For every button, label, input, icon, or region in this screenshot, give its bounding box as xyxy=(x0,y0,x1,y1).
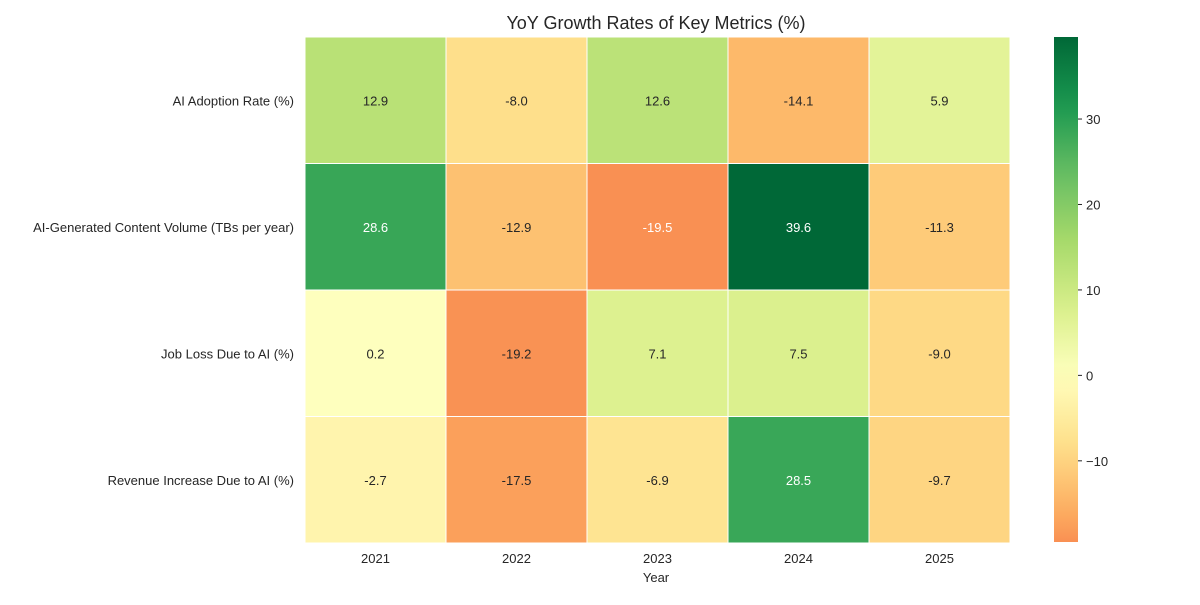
heatmap-cell xyxy=(304,36,447,164)
cell-value-label: 0.2 xyxy=(366,346,384,361)
cell-value-label: -17.5 xyxy=(502,473,532,488)
cell-value-label: -14.1 xyxy=(784,93,814,108)
heatmap-cell xyxy=(586,36,729,164)
cell-value-label: -19.2 xyxy=(502,346,532,361)
colorbar-gradient xyxy=(1054,37,1078,542)
colorbar-tick-label: 20 xyxy=(1086,197,1100,212)
heatmap-cell xyxy=(304,163,447,291)
heatmap-cell xyxy=(445,416,588,544)
heatmap-cell xyxy=(445,36,588,164)
x-axis-label: Year xyxy=(643,570,670,585)
cell-value-label: 7.5 xyxy=(789,346,807,361)
x-tick-label: 2021 xyxy=(361,551,390,566)
cell-value-label: -2.7 xyxy=(364,473,386,488)
cell-value-label: 28.6 xyxy=(363,220,388,235)
cell-value-label: -12.9 xyxy=(502,220,532,235)
colorbar-tick-label: 10 xyxy=(1086,283,1100,298)
heatmap-cell xyxy=(445,289,588,417)
colorbar-tick-label: −10 xyxy=(1086,454,1108,469)
cell-value-label: 12.6 xyxy=(645,93,670,108)
heatmap-cell xyxy=(586,163,729,291)
heatmap-cell xyxy=(868,416,1011,544)
heatmap-cell xyxy=(868,163,1011,291)
cell-value-label: 5.9 xyxy=(930,93,948,108)
cell-value-label: -9.7 xyxy=(928,473,950,488)
heatmap-cells: 12.9 -8.0 12.6 -14.1 5.9 28.6 -12.9 -19.5 39.6 -1… xyxy=(304,36,1011,544)
x-tick-labels: 2021 2022 2023 2024 2025 xyxy=(361,551,954,566)
cell-value-label: -9.0 xyxy=(928,346,950,361)
cell-value-label: 28.5 xyxy=(786,473,811,488)
cell-value-label: -19.5 xyxy=(643,220,673,235)
colorbar-tick-label: 30 xyxy=(1086,112,1100,127)
y-tick-label: Revenue Increase Due to AI (%) xyxy=(108,473,294,488)
cell-value-label: 39.6 xyxy=(786,220,811,235)
x-tick-label: 2025 xyxy=(925,551,954,566)
heatmap-cell xyxy=(727,36,870,164)
cell-value-label: 7.1 xyxy=(648,346,666,361)
heatmap-cell xyxy=(586,289,729,417)
x-tick-label: 2023 xyxy=(643,551,672,566)
x-tick-label: 2022 xyxy=(502,551,531,566)
cell-value-label: -6.9 xyxy=(646,473,668,488)
y-tick-label: AI-Generated Content Volume (TBs per yea… xyxy=(33,220,294,235)
cell-value-label: -11.3 xyxy=(925,220,954,235)
cell-value-label: -8.0 xyxy=(505,93,527,108)
chart-title: YoY Growth Rates of Key Metrics (%) xyxy=(506,13,805,33)
heatmap-cell xyxy=(868,36,1011,164)
y-tick-labels: AI Adoption Rate (%) AI-Generated Content… xyxy=(33,93,294,488)
heatmap-cell xyxy=(727,416,870,544)
heatmap-cell xyxy=(868,289,1011,417)
y-tick-label: AI Adoption Rate (%) xyxy=(173,93,294,108)
x-tick-label: 2024 xyxy=(784,551,813,566)
heatmap-cell xyxy=(727,289,870,417)
y-tick-label: Job Loss Due to AI (%) xyxy=(161,346,294,361)
colorbar: −10 0 10 20 30 xyxy=(1054,37,1108,542)
cell-value-label: 12.9 xyxy=(363,93,388,108)
colorbar-tick-label: 0 xyxy=(1086,368,1093,383)
heatmap-cell xyxy=(304,416,447,544)
heatmap-cell xyxy=(586,416,729,544)
